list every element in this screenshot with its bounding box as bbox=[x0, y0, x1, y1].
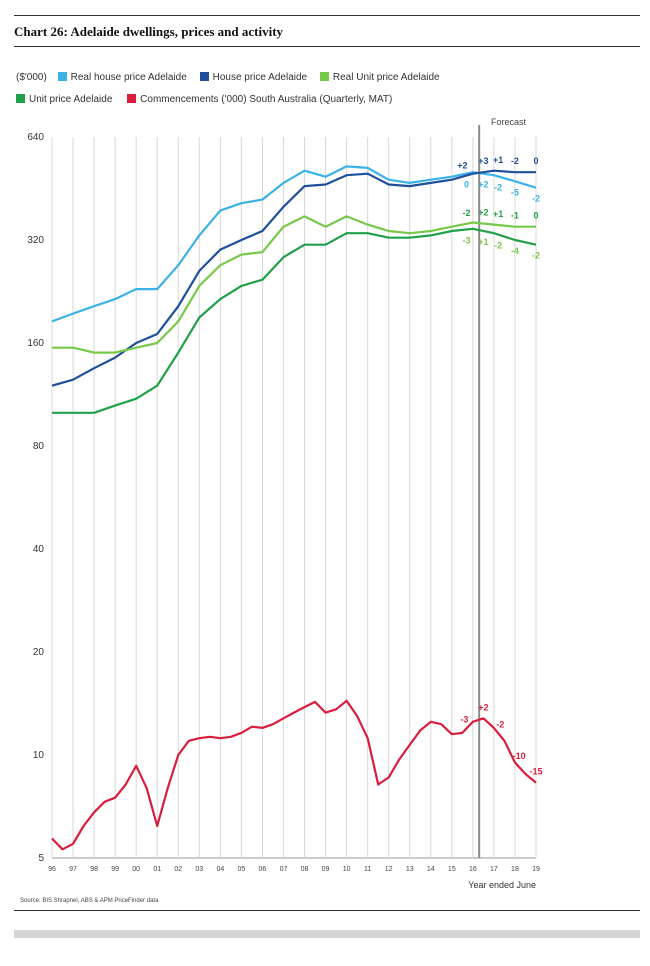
change-annotation: -5 bbox=[511, 187, 519, 197]
x-tick-label: 96 bbox=[48, 866, 56, 873]
legend-swatch bbox=[319, 72, 329, 81]
title-rule bbox=[14, 46, 640, 47]
x-tick-label: 14 bbox=[427, 866, 435, 873]
x-axis-title: Year ended June bbox=[468, 880, 536, 890]
y-tick-label: 320 bbox=[27, 235, 44, 246]
x-tick-label: 00 bbox=[132, 866, 140, 873]
legend-swatch bbox=[57, 72, 67, 81]
change-annotation: +2 bbox=[457, 161, 467, 171]
top-rule bbox=[14, 15, 640, 16]
y-tick-label: 40 bbox=[33, 544, 45, 555]
legend-item-real-unit: Real Unit price Adelaide bbox=[319, 72, 440, 83]
x-tick-label: 11 bbox=[364, 866, 371, 873]
change-annotation: -2 bbox=[494, 182, 502, 192]
x-tick-label: 15 bbox=[448, 866, 456, 873]
x-tick-label: 97 bbox=[69, 866, 77, 873]
x-tick-label: 09 bbox=[322, 866, 330, 873]
change-annotation: -2 bbox=[463, 208, 471, 218]
legend-unit: ($'000) bbox=[16, 72, 47, 83]
y-tick-label: 20 bbox=[33, 647, 45, 658]
x-tick-label: 98 bbox=[90, 866, 98, 873]
change-annotation: +3 bbox=[478, 156, 488, 166]
y-tick-label: 160 bbox=[27, 338, 44, 349]
y-tick-label: 10 bbox=[33, 750, 45, 761]
legend: ($'000) Real house price Adelaide House … bbox=[16, 72, 440, 83]
legend-swatch bbox=[16, 94, 25, 103]
change-annotation: -15 bbox=[529, 767, 542, 777]
x-tick-label: 06 bbox=[259, 866, 267, 873]
x-tick-label: 05 bbox=[237, 866, 245, 873]
change-annotation: -4 bbox=[511, 246, 519, 256]
change-annotation: -3 bbox=[463, 235, 471, 245]
legend-item-real-house: Real house price Adelaide bbox=[57, 72, 190, 83]
series-line bbox=[52, 227, 537, 414]
series-line bbox=[51, 169, 536, 387]
change-annotation: +2 bbox=[478, 180, 488, 190]
change-annotation: -2 bbox=[511, 156, 519, 166]
legend-label: Real house price Adelaide bbox=[70, 72, 187, 83]
x-tick-label: 99 bbox=[111, 866, 119, 873]
x-tick-label: 18 bbox=[511, 866, 519, 873]
change-annotation: -2 bbox=[494, 241, 502, 251]
x-tick-label: 01 bbox=[153, 866, 161, 873]
legend-label: Commencements ('000) South Australia (Qu… bbox=[140, 94, 393, 105]
legend-swatch bbox=[127, 94, 137, 103]
change-annotation: +1 bbox=[478, 237, 488, 247]
legend-item-unit: Unit price Adelaide bbox=[16, 94, 115, 105]
footer-bar bbox=[14, 930, 640, 938]
change-annotation: 0 bbox=[464, 180, 469, 190]
change-annotation: -3 bbox=[460, 715, 468, 725]
series-line bbox=[52, 215, 536, 354]
x-tick-label: 10 bbox=[343, 866, 351, 873]
forecast-label: Forecast bbox=[491, 117, 527, 127]
change-annotation: +2 bbox=[478, 208, 488, 218]
x-tick-label: 08 bbox=[301, 866, 309, 873]
legend-item-commencements: Commencements ('000) South Australia (Qu… bbox=[127, 94, 392, 105]
x-tick-label: 17 bbox=[490, 866, 498, 873]
x-tick-label: 19 bbox=[532, 866, 540, 873]
change-annotation: +1 bbox=[493, 209, 503, 219]
x-tick-label: 16 bbox=[469, 866, 477, 873]
legend-item-house: House price Adelaide bbox=[199, 72, 310, 83]
x-tick-label: 03 bbox=[195, 866, 203, 873]
change-annotation: 0 bbox=[533, 156, 538, 166]
bottom-rule bbox=[14, 910, 640, 911]
legend-row-2: Unit price Adelaide Commencements ('000)… bbox=[16, 94, 392, 105]
y-tick-label: 5 bbox=[38, 853, 44, 864]
change-annotation: 0 bbox=[533, 211, 538, 221]
series-line bbox=[51, 699, 537, 851]
change-annotation: -1 bbox=[511, 211, 519, 221]
source-note: Source: BIS Shrapnel, ABS & APM PriceFin… bbox=[20, 898, 159, 904]
legend-label: Unit price Adelaide bbox=[29, 94, 113, 105]
x-tick-label: 04 bbox=[216, 866, 224, 873]
change-annotation: +2 bbox=[478, 702, 488, 712]
change-annotation: -2 bbox=[532, 251, 540, 261]
legend-swatch bbox=[199, 72, 209, 81]
x-tick-label: 07 bbox=[280, 866, 288, 873]
x-tick-label: 02 bbox=[174, 866, 182, 873]
x-tick-label: 13 bbox=[406, 866, 414, 873]
legend-label: Real Unit price Adelaide bbox=[332, 72, 440, 83]
y-tick-label: 80 bbox=[33, 441, 45, 452]
x-tick-label: 12 bbox=[385, 866, 393, 873]
legend-label: House price Adelaide bbox=[212, 72, 308, 83]
y-tick-label: 640 bbox=[27, 132, 44, 143]
change-annotation: +1 bbox=[493, 155, 503, 165]
change-annotation: -2 bbox=[496, 720, 504, 730]
change-annotation: -10 bbox=[513, 751, 526, 761]
chart-title: Chart 26: Adelaide dwellings, prices and… bbox=[14, 24, 284, 39]
series-line bbox=[51, 165, 537, 323]
change-annotation: -2 bbox=[532, 194, 540, 204]
